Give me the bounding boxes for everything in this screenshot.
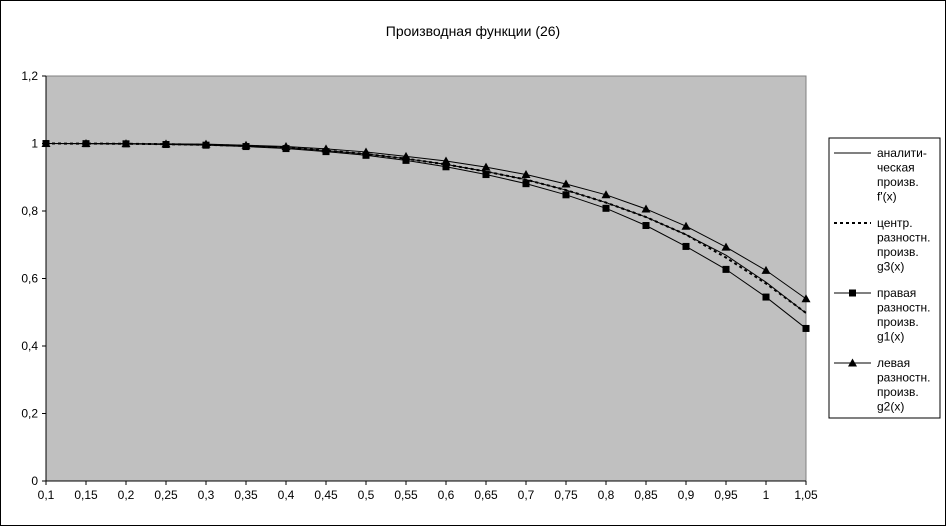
- square-marker: [762, 293, 770, 301]
- triangle-marker: [521, 170, 531, 179]
- x-tick-label: 0,4: [278, 488, 295, 502]
- triangle-marker: [561, 179, 571, 188]
- legend-label-line: правая: [877, 286, 916, 300]
- triangle-marker: [81, 139, 91, 148]
- x-tick-label: 1: [763, 488, 770, 502]
- legend-box: [828, 137, 941, 419]
- triangle-marker: [241, 140, 251, 149]
- square-marker: [442, 163, 450, 171]
- legend-entry-1: аналити-ческая произв. f'(x): [834, 146, 927, 204]
- triangle-marker: [361, 147, 371, 156]
- x-tick-label: 0,25: [154, 488, 178, 502]
- legend-entry-4: левая разностн. произв. g2(x): [834, 356, 930, 414]
- x-tick-label: 0,55: [394, 488, 418, 502]
- y-tick-label: 1,2: [21, 69, 38, 83]
- square-marker: [402, 156, 410, 164]
- x-tick-label: 0,65: [474, 488, 498, 502]
- legend-entry-3: правая разностн. произв. g1(x): [834, 286, 930, 344]
- square-marker: [602, 204, 610, 212]
- legend-label: левая разностн. произв. g2(x): [877, 356, 930, 414]
- square-marker: [642, 222, 650, 230]
- square-marker: [562, 191, 570, 199]
- square-marker: [722, 265, 730, 273]
- x-tick-label: 0,95: [714, 488, 738, 502]
- x-axis: 0,1 0,15 0,2 0,25 0,3 0,35 0,4 0,45 0,5 0,55 0,6 0,…: [38, 480, 818, 502]
- legend-label: аналити-ческая произв. f'(x): [877, 146, 927, 204]
- legend-label-line: произв.: [877, 315, 919, 329]
- legend-entry-2: центр. разностн. произв. g3(x): [834, 216, 930, 274]
- x-tick-label: 0,45: [314, 488, 338, 502]
- x-tick-label: 0,85: [634, 488, 658, 502]
- x-tick-label: 0,5: [358, 488, 375, 502]
- y-tick-label: 0,8: [21, 204, 38, 218]
- triangle-marker: [721, 242, 731, 251]
- triangle-marker: [481, 162, 491, 171]
- legend: аналити-ческая произв. f'(x)центр. разностн…: [828, 137, 941, 419]
- legend-label-line: разностн.: [877, 371, 930, 385]
- x-tick-label: 0,7: [518, 488, 535, 502]
- triangle-marker: [681, 221, 691, 230]
- x-tick-label: 0,8: [598, 488, 615, 502]
- legend-label-line: произв.: [877, 175, 919, 189]
- triangle-marker: [41, 139, 51, 147]
- triangle-marker: [201, 139, 211, 148]
- x-tick-label: 0,2: [118, 488, 135, 502]
- y-tick-label: 0,4: [21, 339, 38, 353]
- series-layer: [41, 139, 811, 332]
- series-4: [41, 139, 811, 303]
- x-tick-label: 0,35: [234, 488, 258, 502]
- triangle-marker: [321, 144, 331, 153]
- x-tick-label: 0,15: [74, 488, 98, 502]
- legend-label-line: разностн.: [877, 231, 930, 245]
- x-tick-label: 0,9: [678, 488, 695, 502]
- y-tick-label: 1: [31, 137, 38, 151]
- chart-title: Производная функции (26): [386, 23, 560, 39]
- legend-label-line: произв.: [877, 245, 919, 259]
- legend-label: правая разностн. произв. g1(x): [877, 286, 930, 344]
- triangle-marker: [441, 156, 451, 165]
- square-marker: [522, 180, 530, 188]
- y-axis: 0 0,2 0,4 0,6 0,8 1 1,2: [21, 69, 47, 488]
- triangle-marker: [848, 358, 857, 367]
- legend-label-line: f'(x): [877, 190, 897, 204]
- x-tick-label: 0,6: [438, 488, 455, 502]
- y-tick-label: 0,2: [21, 407, 38, 421]
- x-tick-label: 0,75: [554, 488, 578, 502]
- x-tick-label: 1,05: [794, 488, 818, 502]
- y-tick-label: 0,6: [21, 272, 38, 286]
- x-tick-label: 0,1: [38, 488, 55, 502]
- triangle-marker: [281, 142, 291, 151]
- legend-label-line: g1(x): [877, 330, 904, 344]
- square-marker: [482, 171, 490, 179]
- legend-label-line: разностн.: [877, 301, 930, 315]
- triangle-marker: [401, 151, 411, 160]
- square-marker: [682, 242, 690, 250]
- legend-label-line: g3(x): [877, 260, 904, 274]
- legend-label-line: ческая: [877, 161, 915, 175]
- legend-label-line: g2(x): [877, 400, 904, 414]
- legend-label-line: аналити-: [877, 146, 927, 160]
- legend-label-line: левая: [877, 356, 910, 370]
- triangle-marker: [761, 265, 771, 274]
- y-tick-label: 0: [31, 474, 38, 488]
- plot-area: [45, 75, 807, 482]
- square-marker: [802, 324, 810, 332]
- series-line: [45, 143, 807, 300]
- square-marker: [849, 289, 856, 297]
- series-line: [45, 143, 807, 329]
- legend-label: центр. разностн. произв. g3(x): [877, 216, 930, 274]
- triangle-marker: [801, 294, 811, 303]
- legend-label-line: центр.: [877, 216, 913, 230]
- triangle-marker: [601, 190, 611, 199]
- triangle-marker: [641, 204, 651, 213]
- triangle-marker: [161, 139, 171, 148]
- triangle-marker: [121, 139, 131, 148]
- x-tick-label: 0,3: [198, 488, 215, 502]
- legend-label-line: произв.: [877, 385, 919, 399]
